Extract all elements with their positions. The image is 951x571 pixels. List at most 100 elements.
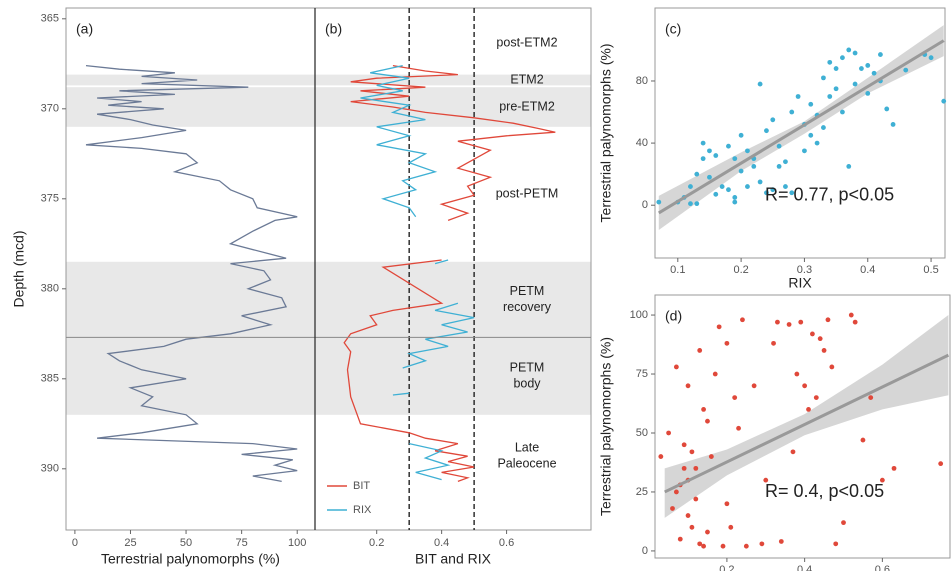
y-tick-label: 385 [41, 373, 59, 385]
x-tick-label: 0.2 [733, 264, 748, 276]
point [783, 159, 788, 165]
point [860, 437, 866, 443]
point [763, 477, 769, 483]
shaded-interval [66, 87, 315, 127]
point [681, 442, 687, 448]
point [938, 461, 944, 467]
point [745, 184, 750, 189]
point [764, 190, 769, 196]
point [808, 132, 814, 138]
point [728, 524, 734, 530]
point [716, 324, 722, 330]
point [778, 539, 784, 544]
point [808, 101, 814, 107]
interval-label: Paleocene [497, 456, 556, 470]
point [666, 430, 672, 436]
y-tick-label: 370 [41, 103, 59, 115]
point [736, 425, 741, 431]
y-tick-label: 0 [642, 199, 648, 211]
x-tick-label: 0.4 [860, 264, 875, 276]
point [751, 163, 757, 169]
x-tick-label: 50 [180, 537, 192, 549]
x-tick-label: 75 [236, 537, 248, 549]
y-tick-label: 25 [636, 486, 648, 498]
profile-line [350, 64, 556, 222]
x-axis-title: RIX [788, 275, 812, 291]
y-tick-label: 50 [636, 427, 648, 439]
point [783, 184, 788, 189]
shaded-interval [315, 87, 591, 127]
point [713, 191, 719, 197]
interval-label: PETM [510, 284, 545, 298]
x-tick-label: 0.1 [670, 264, 685, 276]
profile-line [409, 442, 451, 481]
profile-line [434, 259, 449, 265]
point [707, 174, 712, 180]
point [745, 148, 750, 154]
point [770, 187, 776, 193]
point [738, 168, 744, 174]
interval-label: post-PETM [496, 187, 559, 201]
point [879, 477, 885, 483]
point [840, 55, 845, 61]
point [677, 536, 683, 542]
x-tick-label: 0.3 [797, 264, 812, 276]
profile-line [360, 64, 438, 218]
x-tick-label: 0.5 [923, 264, 938, 276]
point [865, 63, 871, 68]
profile-line [85, 64, 298, 483]
y-tick-label: 40 [636, 137, 648, 149]
point [697, 348, 703, 353]
point [693, 496, 699, 502]
shaded-interval [315, 337, 591, 415]
point [814, 140, 820, 146]
annotation: R= 0.4, p<0.05 [765, 481, 884, 501]
point [878, 52, 883, 57]
shaded-interval [66, 261, 315, 338]
point [694, 201, 700, 207]
point [846, 163, 852, 169]
point [689, 449, 695, 455]
x-tick-label: 0.6 [875, 564, 890, 571]
point [848, 312, 854, 318]
point [821, 348, 827, 353]
point [890, 122, 896, 127]
point [840, 109, 845, 115]
y-axis-title: Terrestrial palynomorphs (%) [598, 44, 614, 223]
x-axis-title: BIT and RIX [415, 551, 492, 567]
point [825, 317, 831, 323]
point [776, 143, 782, 149]
point [724, 501, 730, 507]
profile-line [402, 302, 475, 369]
point [810, 331, 815, 337]
point [656, 199, 662, 205]
point [732, 156, 738, 162]
point [789, 109, 795, 115]
point [786, 322, 792, 327]
x-tick-label: 25 [124, 537, 136, 549]
x-tick-label: 100 [288, 537, 306, 549]
point [688, 184, 693, 189]
point [701, 543, 706, 549]
panel-label: (b) [325, 21, 342, 37]
point [708, 454, 714, 459]
point [841, 520, 846, 526]
point [833, 541, 839, 547]
point [732, 199, 738, 205]
point [673, 364, 679, 370]
y-axis-title: Depth (mcd) [11, 230, 27, 307]
profile-line [392, 392, 410, 396]
interval-label: pre-ETM2 [499, 99, 555, 113]
x-tick-label: 0.6 [499, 537, 514, 549]
point [681, 465, 687, 471]
panel-label: (c) [665, 21, 681, 37]
point [871, 70, 877, 76]
point [732, 195, 738, 200]
point [833, 86, 839, 92]
point [859, 66, 864, 71]
point [757, 179, 763, 185]
point [790, 449, 796, 455]
point [798, 319, 804, 325]
point [802, 383, 808, 389]
